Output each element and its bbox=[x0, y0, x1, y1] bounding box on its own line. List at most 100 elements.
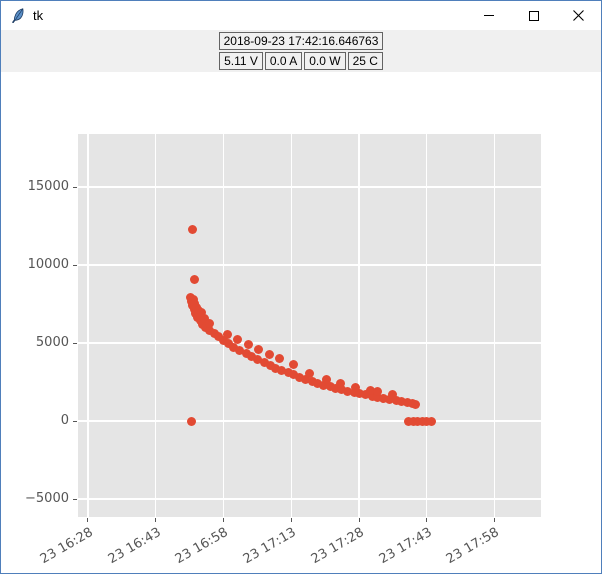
y-gridline bbox=[78, 498, 541, 500]
scatter-point bbox=[321, 374, 331, 384]
temperature-readout: 25 C bbox=[347, 52, 383, 70]
tk-feather-icon bbox=[10, 8, 26, 24]
title-bar: tk bbox=[1, 1, 601, 30]
scatter-point bbox=[366, 385, 376, 395]
y-tick-label: 10000 bbox=[27, 256, 69, 272]
y-gridline bbox=[78, 420, 541, 422]
scatter-point bbox=[189, 274, 199, 284]
x-tick-label: 23 17:13 bbox=[240, 525, 299, 568]
x-tick-label: 23 17:43 bbox=[376, 525, 435, 568]
scatter-point bbox=[277, 365, 287, 375]
scatter-point bbox=[235, 345, 245, 355]
scatter-point bbox=[367, 391, 377, 401]
x-gridline bbox=[358, 134, 360, 517]
scatter-point bbox=[229, 342, 239, 352]
scatter-point bbox=[247, 351, 257, 361]
scatter-point bbox=[403, 397, 413, 407]
scatter-point bbox=[288, 359, 298, 369]
y-tick-mark bbox=[73, 186, 77, 188]
x-gridline bbox=[426, 134, 428, 517]
scatter-point bbox=[426, 416, 436, 426]
scatter-point bbox=[343, 386, 353, 396]
window-title: tk bbox=[33, 8, 44, 23]
x-tick-mark bbox=[87, 518, 89, 522]
scatter-point bbox=[264, 349, 274, 359]
maximize-button[interactable] bbox=[511, 1, 556, 30]
scatter-point bbox=[391, 395, 401, 405]
scatter-point bbox=[271, 363, 281, 373]
scatter-point bbox=[254, 344, 264, 354]
scatter-point bbox=[275, 353, 285, 363]
readout-row-stats: 5.11 V 0.0 A 0.0 W 25 C bbox=[1, 52, 601, 70]
scatter-point bbox=[223, 338, 233, 348]
scatter-point bbox=[373, 392, 383, 402]
scatter-point bbox=[397, 396, 407, 406]
close-button[interactable] bbox=[556, 1, 601, 30]
scatter-point bbox=[197, 307, 207, 317]
current-readout: 0.0 A bbox=[264, 52, 303, 70]
scatter-point bbox=[337, 384, 347, 394]
x-tick-mark bbox=[358, 518, 360, 522]
y-tick-label: 0 bbox=[60, 412, 69, 428]
scatter-point bbox=[388, 389, 398, 399]
scatter-point bbox=[187, 416, 197, 426]
plot-area bbox=[78, 134, 541, 517]
scatter-point bbox=[331, 383, 341, 393]
x-tick-mark bbox=[290, 518, 292, 522]
x-tick-label: 23 16:28 bbox=[37, 525, 96, 568]
y-gridline bbox=[78, 186, 541, 188]
x-gridline bbox=[290, 134, 292, 517]
scatter-point bbox=[301, 374, 311, 384]
readout-row-datetime: 2018-09-23 17:42:16.646763 bbox=[1, 32, 601, 50]
scatter-point bbox=[222, 329, 232, 339]
scatter-point bbox=[307, 376, 317, 386]
y-tick-label: 5000 bbox=[35, 334, 69, 350]
y-tick-mark bbox=[73, 342, 77, 344]
y-tick-label: 15000 bbox=[27, 178, 69, 194]
readout-panel: 2018-09-23 17:42:16.646763 5.11 V 0.0 A … bbox=[1, 30, 601, 72]
y-tick-mark bbox=[73, 498, 77, 500]
maximize-icon bbox=[528, 10, 539, 21]
x-gridline bbox=[87, 134, 89, 517]
voltage-readout: 5.11 V bbox=[219, 52, 263, 70]
x-gridline bbox=[155, 134, 157, 517]
y-tick-mark bbox=[73, 264, 77, 266]
scatter-point bbox=[325, 381, 335, 391]
x-tick-mark bbox=[155, 518, 157, 522]
scatter-point bbox=[213, 331, 223, 341]
x-tick-label: 23 17:28 bbox=[308, 525, 367, 568]
x-tick-label: 23 16:43 bbox=[105, 525, 164, 568]
scatter-point bbox=[289, 369, 299, 379]
figure-canvas: 23 16:28 23 16:43 23 16:58 23 17:13 23 17:28… bbox=[1, 72, 601, 573]
scatter-point bbox=[205, 318, 215, 328]
scatter-point bbox=[355, 388, 365, 398]
scatter-point bbox=[313, 378, 323, 388]
x-tick-label: 23 17:58 bbox=[444, 525, 502, 568]
scatter-point bbox=[373, 386, 383, 396]
x-tick-mark bbox=[426, 518, 428, 522]
y-tick-mark bbox=[73, 420, 77, 422]
x-gridline bbox=[493, 134, 496, 517]
x-gridline bbox=[222, 134, 225, 517]
scatter-point bbox=[336, 378, 346, 388]
y-gridline bbox=[78, 264, 541, 266]
scatter-point bbox=[349, 387, 359, 397]
scatter-point bbox=[351, 382, 361, 392]
x-tick-mark bbox=[222, 518, 224, 522]
scatter-point bbox=[218, 335, 228, 345]
scatter-point bbox=[361, 389, 371, 399]
scatter-point bbox=[253, 354, 263, 364]
datetime-readout: 2018-09-23 17:42:16.646763 bbox=[218, 32, 384, 50]
close-icon bbox=[573, 10, 584, 21]
minimize-button[interactable] bbox=[466, 1, 511, 30]
y-gridline bbox=[78, 342, 541, 344]
scatter-point bbox=[244, 339, 254, 349]
scatter-point bbox=[265, 360, 275, 370]
scatter-point bbox=[379, 393, 389, 403]
scatter-point bbox=[283, 367, 293, 377]
power-readout: 0.0 W bbox=[304, 52, 346, 70]
scatter-point bbox=[188, 224, 198, 234]
minimize-icon bbox=[483, 15, 494, 16]
y-tick-label: −5000 bbox=[25, 490, 69, 506]
